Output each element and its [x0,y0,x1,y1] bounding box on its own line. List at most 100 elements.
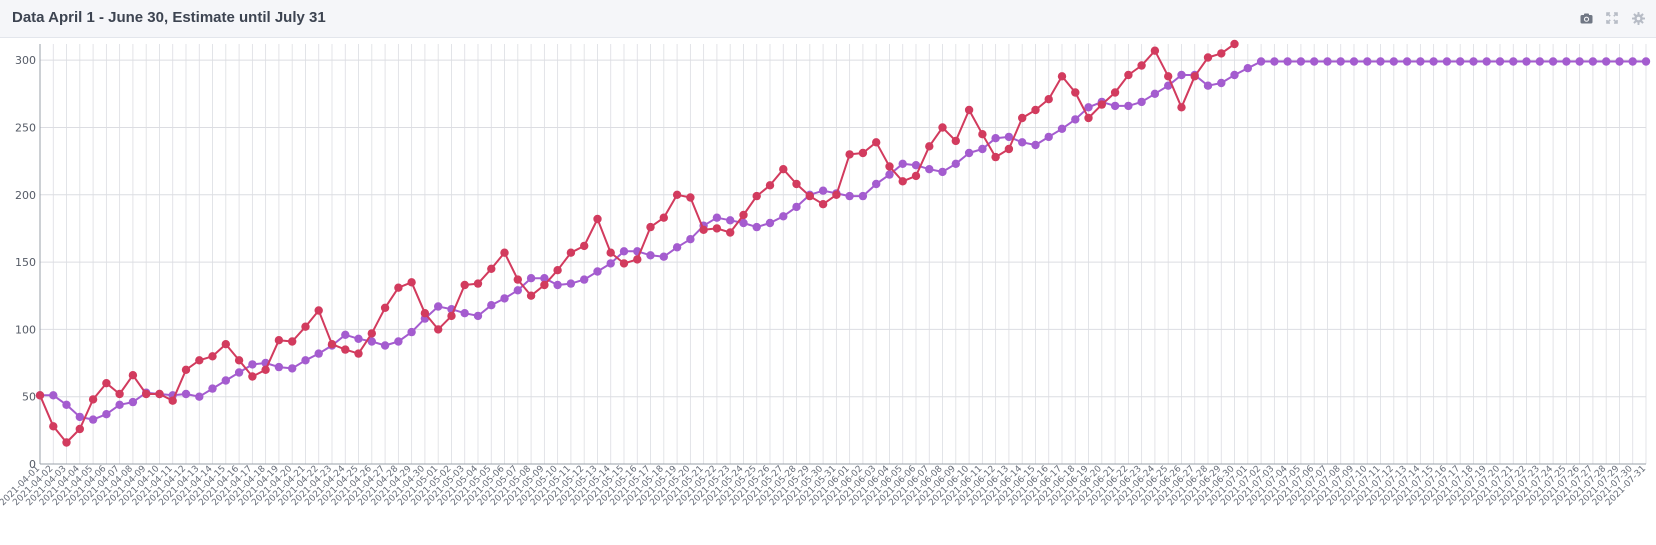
actual-data-point [1071,88,1080,97]
estimate-data-point [845,191,854,201]
estimate-data-point [1296,57,1306,66]
actual-data-point [1004,144,1014,154]
actual-data-point [221,340,230,349]
estimate-data-point [367,337,376,346]
estimate-data-point [1442,57,1452,66]
y-tick-label: 50 [22,391,36,404]
actual-data-point [1217,49,1226,58]
gear-icon[interactable] [1630,10,1646,26]
actual-data-point [35,391,45,400]
estimate-data-point [354,334,363,343]
estimate-data-point [978,144,987,154]
actual-data-point [646,222,655,232]
actual-data-point [460,280,469,290]
y-tick-label: 100 [15,323,36,336]
estimate-data-point [726,216,735,225]
actual-data-point [314,306,323,315]
estimate-data-point [951,159,960,168]
estimate-data-point [434,302,443,311]
actual-data-point [420,309,430,318]
actual-data-point [407,278,416,287]
estimate-data-point [473,311,483,321]
estimate-data-point [1535,57,1545,66]
estimate-data-point [1044,132,1053,142]
actual-data-point [672,190,682,199]
estimate-data-point [1323,57,1332,66]
actual-data-point [606,248,615,257]
estimate-data-point [672,243,682,252]
estimate-data-point [407,327,416,337]
estimate-data-point [1071,115,1080,124]
estimate-data-point [1641,57,1651,66]
estimate-data-point [1402,57,1412,66]
estimate-data-point [234,368,244,377]
estimate-data-point [221,376,230,385]
y-tick-label: 0 [29,458,36,471]
actual-data-point [62,438,71,447]
actual-data-point [88,395,98,404]
actual-data-point [1018,113,1027,123]
actual-data-point [434,325,443,334]
estimate-data-point [1217,78,1226,88]
actual-data-point [765,181,775,190]
actual-data-point [712,224,722,233]
estimate-data-point [526,274,536,283]
estimate-data-point [248,360,257,369]
estimate-data-point [128,397,138,407]
actual-data-point [1110,88,1120,97]
actual-data-point [394,283,403,292]
actual-data-point [75,424,85,434]
estimate-data-point [1230,70,1239,80]
actual-data-point [699,225,708,234]
actual-data-point [1150,46,1160,55]
actual-data-point [898,177,907,186]
actual-data-point [102,379,111,388]
estimate-data-point [779,212,788,221]
actual-data-point [845,150,854,159]
estimate-data-point [1615,57,1624,66]
estimate-data-point [380,341,390,350]
estimate-data-point [1110,101,1120,111]
estimate-data-point [1522,57,1531,66]
estimate-data-point [1084,103,1093,112]
estimate-data-point [1628,57,1637,66]
estimate-data-point [925,165,934,174]
actual-data-point [1190,72,1199,81]
actual-data-point [832,190,841,199]
estimate-data-point [1349,57,1359,66]
expand-icon[interactable] [1604,10,1620,26]
estimate-data-point [659,252,668,261]
estimate-data-point [1548,57,1558,66]
estimate-data-point [1150,89,1160,98]
actual-data-point [686,193,695,202]
estimate-data-point [593,267,602,276]
panel-toolbar [1578,10,1646,26]
actual-data-point [752,191,761,201]
estimate-data-point [1495,57,1505,66]
actual-data-point [354,349,363,358]
actual-data-point [487,264,496,273]
estimate-data-point [1004,132,1014,142]
estimate-data-point [858,191,868,201]
estimate-data-point [195,392,204,401]
estimate-data-point [102,410,111,419]
estimate-data-point [1416,57,1425,66]
actual-data-point [473,279,483,288]
actual-data-point [1057,72,1067,81]
estimate-data-point [818,186,828,195]
actual-data-point [301,322,310,331]
actual-data-point [1031,105,1040,115]
actual-data-point [1203,53,1213,62]
estimate-data-point [1482,57,1491,66]
estimate-data-point [991,134,1000,143]
actual-data-point [633,255,642,264]
actual-data-point [380,303,390,312]
estimate-data-point [487,301,496,310]
camera-icon[interactable] [1578,10,1594,26]
actual-data-point [593,214,602,224]
estimate-data-point [1018,138,1027,147]
actual-data-point [858,148,868,158]
actual-data-point [566,248,576,257]
estimate-data-point [460,309,469,318]
